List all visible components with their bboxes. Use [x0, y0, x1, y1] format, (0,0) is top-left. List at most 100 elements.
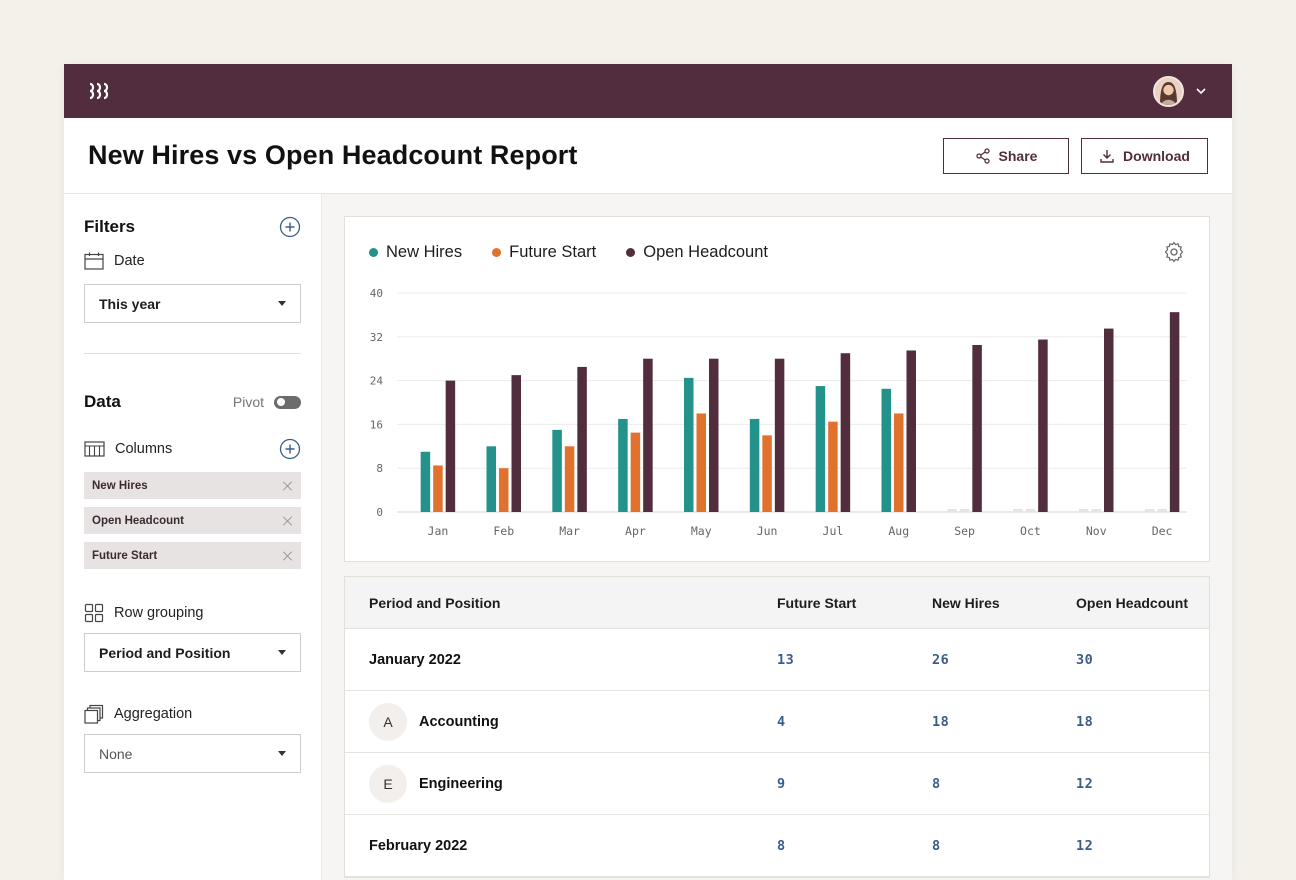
content-area: Filters Date This year Data	[64, 194, 1232, 880]
remove-icon[interactable]	[283, 516, 293, 526]
x-tick-label: Apr	[625, 524, 646, 538]
bar-open-headcount	[511, 375, 521, 512]
period-label: February 2022	[369, 837, 468, 854]
aggregation-label: Aggregation	[114, 706, 193, 722]
bar-empty-new-hires	[1079, 509, 1089, 512]
chart-legend: New Hires Future Start Open Headcount	[369, 243, 768, 262]
bar-future-start	[499, 468, 509, 512]
legend-dot	[369, 248, 378, 257]
legend-label: Future Start	[509, 243, 597, 261]
header-actions: Share Download	[943, 137, 1208, 174]
bar-new-hires	[684, 377, 694, 512]
future-start-cell: 13	[777, 651, 795, 668]
table-row[interactable]: A Accounting 4 18 18	[345, 691, 1209, 753]
table-row[interactable]: January 2022 13 26 30	[345, 629, 1209, 691]
top-nav-bar	[64, 64, 1232, 118]
y-tick-label: 32	[370, 331, 383, 344]
date-select[interactable]: This year	[84, 284, 301, 323]
bar-open-headcount	[774, 358, 785, 512]
chip-label: New Hires	[92, 479, 148, 492]
x-tick-label: Jan	[428, 524, 449, 538]
legend-item-new-hires[interactable]: New Hires	[369, 243, 462, 262]
new-hires-cell: 8	[932, 775, 941, 792]
bar-empty-new-hires	[1144, 509, 1155, 512]
open-headcount-cell: 12	[1076, 837, 1094, 854]
header-open-headcount[interactable]: Open Headcount	[1076, 594, 1189, 611]
legend-item-future-start[interactable]: Future Start	[492, 243, 596, 262]
y-tick-label: 8	[376, 462, 383, 475]
position-initial-badge: A	[369, 702, 407, 741]
chevron-down-icon[interactable]	[1194, 84, 1208, 98]
bar-open-headcount	[1169, 312, 1180, 512]
bar-empty-future-start	[959, 509, 970, 512]
bar-empty-future-start	[1025, 509, 1036, 512]
avatar[interactable]	[1153, 75, 1184, 107]
row-grouping-value: Period and Position	[99, 644, 231, 661]
data-header: Data Pivot	[84, 392, 301, 412]
row-grouping-select[interactable]: Period and Position	[84, 633, 301, 672]
download-label: Download	[1123, 147, 1190, 164]
pivot-control: Pivot	[233, 394, 301, 410]
bar-future-start	[828, 421, 838, 512]
download-button[interactable]: Download	[1081, 137, 1208, 174]
position-initial-badge: E	[369, 764, 407, 803]
columns-header: Columns	[84, 438, 301, 460]
share-label: Share	[998, 147, 1038, 164]
remove-icon[interactable]	[283, 481, 293, 491]
x-tick-label: Aug	[888, 524, 909, 538]
bar-empty-future-start	[1157, 509, 1167, 512]
column-chips: New Hires Open Headcount Future Start	[84, 472, 301, 569]
bar-open-headcount	[445, 380, 456, 512]
y-tick-label: 40	[370, 287, 383, 300]
open-headcount-cell: 30	[1076, 651, 1094, 668]
x-tick-label: Feb	[493, 524, 514, 538]
bar-empty-future-start	[1091, 509, 1101, 512]
new-hires-cell: 8	[932, 837, 941, 854]
period-label: January 2022	[369, 651, 461, 668]
user-menu[interactable]	[1153, 75, 1208, 107]
gear-icon[interactable]	[1163, 241, 1185, 263]
column-chip-future-start[interactable]: Future Start	[84, 542, 301, 569]
download-icon	[1100, 149, 1114, 163]
pivot-toggle[interactable]	[274, 395, 301, 409]
aggregation-value: None	[99, 745, 133, 762]
header-period-position[interactable]: Period and Position	[369, 594, 501, 611]
pivot-label: Pivot	[232, 394, 264, 410]
caret-down-icon	[278, 301, 286, 306]
x-tick-label: Mar	[559, 524, 580, 538]
logo-icon[interactable]	[88, 81, 112, 101]
date-select-value: This year	[99, 295, 161, 312]
bar-open-headcount	[577, 366, 587, 512]
bar-open-headcount	[1038, 339, 1048, 512]
position-label: Accounting	[419, 713, 499, 730]
position-label: Engineering	[419, 775, 503, 792]
bar-new-hires	[420, 451, 431, 512]
x-tick-label: Dec	[1152, 524, 1173, 538]
share-button[interactable]: Share	[943, 137, 1069, 174]
filters-title: Filters	[84, 217, 136, 236]
add-column-icon[interactable]	[279, 438, 301, 460]
remove-icon[interactable]	[283, 551, 293, 561]
column-chip-open-headcount[interactable]: Open Headcount	[84, 507, 301, 534]
chip-label: Future Start	[92, 549, 158, 562]
columns-table-icon	[84, 441, 105, 457]
table-row[interactable]: February 2022 8 8 12	[345, 815, 1209, 877]
add-filter-icon[interactable]	[279, 216, 301, 238]
calendar-icon	[84, 252, 104, 270]
x-tick-label: Sep	[954, 524, 975, 538]
column-chip-new-hires[interactable]: New Hires	[84, 472, 301, 499]
header-new-hires[interactable]: New Hires	[932, 594, 1000, 611]
filters-header: Filters	[84, 216, 301, 238]
aggregation-select[interactable]: None	[84, 734, 301, 773]
x-tick-label: Jul	[823, 524, 844, 538]
bar-new-hires	[881, 388, 891, 512]
row-grouping-label: Row grouping	[114, 605, 204, 621]
table-row[interactable]: E Engineering 9 8 12	[345, 753, 1209, 815]
bar-empty-new-hires	[1013, 509, 1023, 512]
legend-item-open-headcount[interactable]: Open Headcount	[626, 243, 768, 262]
table-header: Period and Position Future Start New Hir…	[345, 577, 1209, 629]
bar-open-headcount	[972, 345, 982, 512]
row-grouping-label-row: Row grouping	[84, 603, 301, 623]
header-future-start[interactable]: Future Start	[777, 594, 857, 611]
new-hires-cell: 26	[932, 651, 950, 668]
